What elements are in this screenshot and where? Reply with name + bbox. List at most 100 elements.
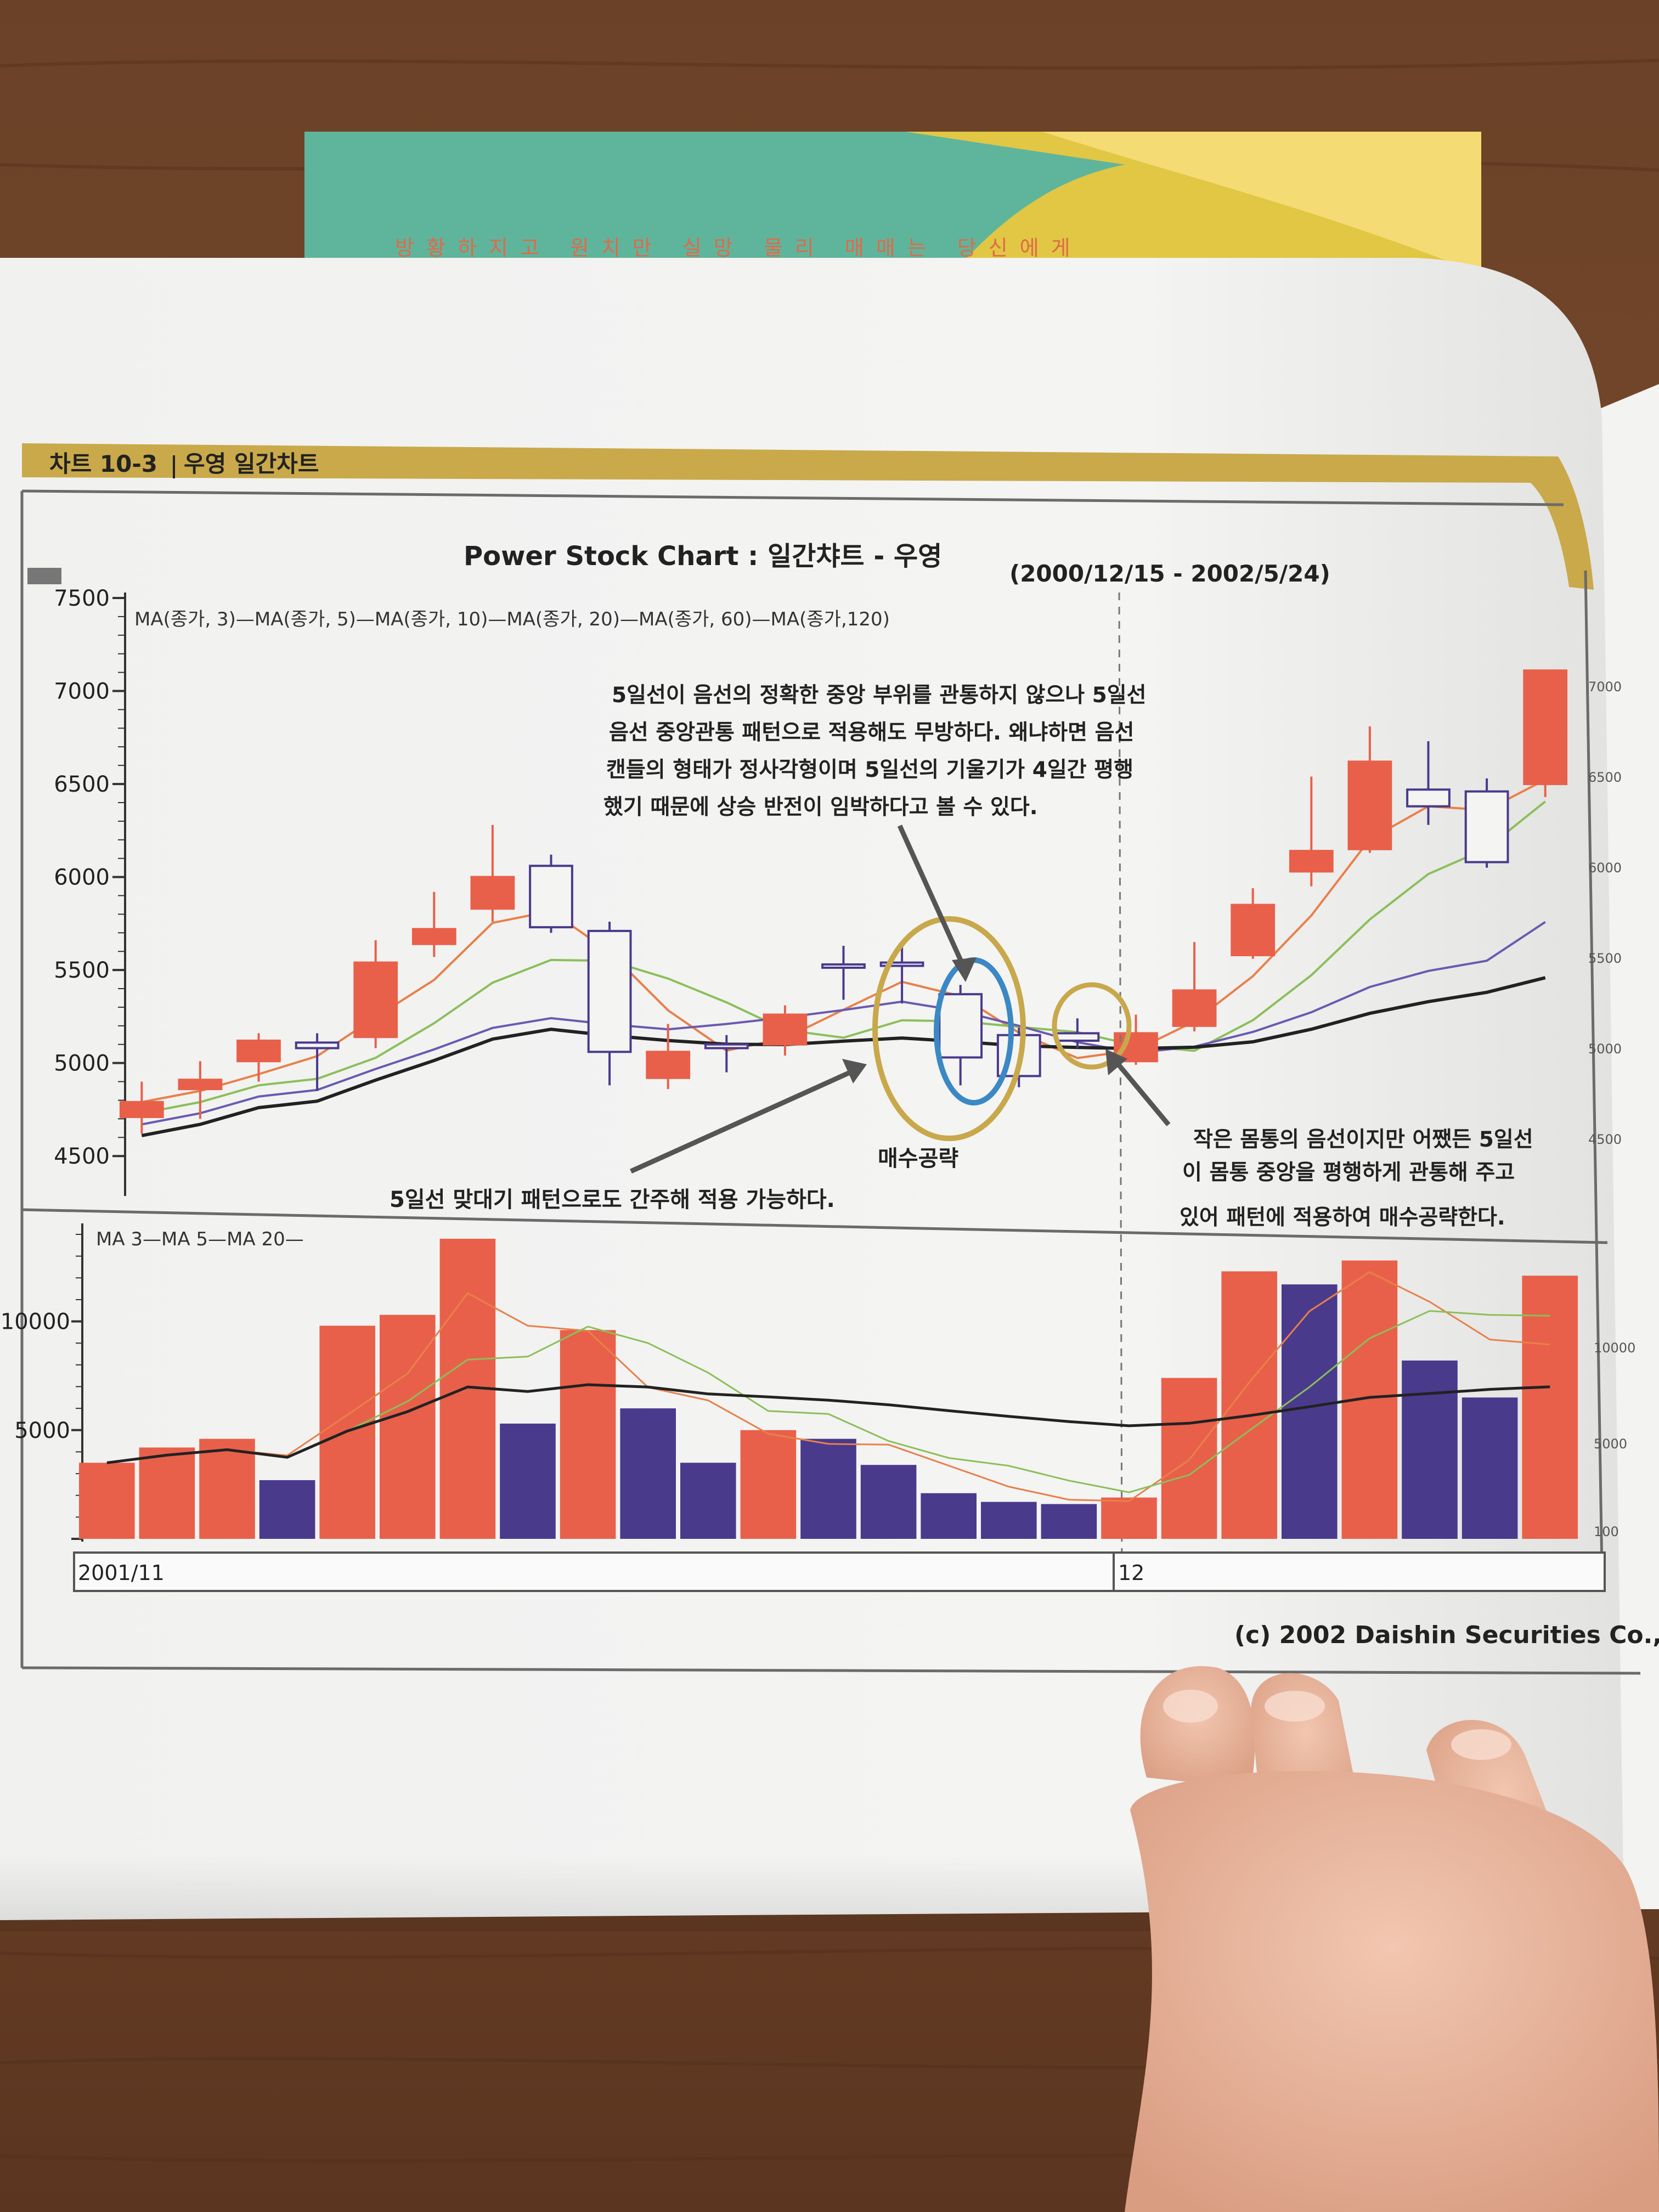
volume-bar [1282,1284,1338,1539]
candle-body [821,963,866,969]
annotation-bottom-right-line-1: 작은 몸통의 음선이지만 어쨌든 5일선 [1193,1127,1533,1152]
volume-bar [1161,1378,1217,1539]
candle-body [587,929,632,1053]
right-price-label: 5500 [1588,951,1622,966]
volume-bar [199,1438,255,1539]
volume-bar [259,1480,315,1539]
candle-body [938,993,983,1059]
right-price-label: 6000 [1588,860,1622,876]
volume-bar [680,1463,736,1539]
month-divider [1118,592,1123,1575]
price-axis: 7500 7000 6500 6000 5500 5000 4500 [54,586,126,1196]
volume-bar [1221,1271,1277,1539]
candle-body [236,1039,281,1063]
right-volume-label: 100 [1594,1524,1619,1539]
annotation-buy: 매수공략 [878,1146,958,1171]
candle-body [178,1079,223,1091]
candle-body [1347,760,1392,850]
ma-line-10 [141,921,1546,1126]
chart-date-range: (2000/12/15 - 2002/5/24) [1009,560,1330,587]
volume-bar [860,1465,917,1539]
annotation-bottom-right-line-3: 있어 패턴에 적용하여 매수공략한다. [1180,1205,1505,1230]
price-tick-label: 5500 [54,958,110,983]
candle-body [1055,1032,1100,1042]
candle-body [529,865,573,929]
right-price-label: 4500 [1588,1132,1622,1147]
figure-title: 우영 일간차트 [184,450,319,477]
volume-legend: MA 3—MA 5—MA 20— [96,1228,304,1250]
right-price-label: 6500 [1588,770,1622,785]
volume-bar [1462,1397,1518,1539]
volume-bar [740,1430,797,1539]
ma-line-5 [141,800,1546,1115]
chart-title: Power Stock Chart : 일간챠트 - 우영 [464,541,942,572]
figure-header: 차트 10-3 우영 일간차트 [22,443,1594,590]
volume-bar [800,1438,856,1539]
candle-body [1464,790,1509,864]
annotation-marks [630,825,1171,1174]
right-axis: 7000 6500 6000 5500 5000 4500 10000 5000 100 [1588,679,1635,1539]
volume-bar [1522,1276,1578,1539]
volume-ma-line-20 [106,1383,1550,1464]
candle-body [411,928,456,945]
volume-bar [921,1493,977,1539]
candle-body [119,1101,164,1118]
candle-body [353,961,398,1039]
volume-tick-label: 5000 [14,1418,70,1443]
volume-tick-label: 10000 [1,1310,70,1335]
volume-plot [79,1238,1578,1539]
buy-zone-ellipse [872,916,1026,1141]
volume-bar [560,1330,616,1539]
annotation-bottom-left: 5일선 맞대기 패턴으로도 간주해 적용 가능하다. [390,1187,835,1212]
volume-bar [1402,1360,1458,1539]
x-label-dec: 12 [1118,1561,1144,1585]
right-volume-label: 5000 [1594,1436,1627,1452]
candle-body [1289,850,1334,873]
candle-body [470,876,515,910]
right-price-label: 5000 [1588,1041,1622,1057]
hand [1125,1666,1659,2212]
price-tick-label: 6500 [54,772,110,797]
annotation-top: 5일선이 음선의 정확한 중앙 부위를 관통하지 않으나 5일선 음선 중앙관통… [603,683,1147,820]
price-tick-label: 7500 [54,586,110,611]
x-axis-bar: 2001/11 12 [73,1551,1606,1592]
x-label-start: 2001/11 [78,1561,165,1585]
price-tick-label: 6000 [54,865,110,890]
ma-legend: MA(종가, 3)—MA(종가, 5)—MA(종가, 10)—MA(종가, 20… [134,608,890,630]
price-plot [119,669,1568,1137]
candle-body [1172,989,1217,1027]
candle-body [1406,788,1451,808]
volume-bar [620,1408,676,1539]
ma-line-20 [141,976,1546,1137]
candle-body [295,1041,340,1049]
annotation-top-line-2: 음선 중앙관통 패턴으로 적용해도 무방하다. 왜냐하면 음선 [609,720,1134,745]
figure-label: 차트 10-3 [49,450,157,477]
candle-body [1231,904,1276,956]
annotation-top-line-4: 했기 때문에 상승 반전이 임박하다고 볼 수 있다. [603,795,1038,820]
volume-bar [79,1463,135,1539]
volume-bar [981,1502,1037,1539]
price-tick-label: 7000 [54,679,110,704]
volume-bar [1101,1497,1157,1539]
annotation-bottom-right: 작은 몸통의 음선이지만 어쨌든 5일선 이 몸통 중앙을 평행하게 관통해 주… [1180,1127,1533,1230]
grid-icon [27,568,61,584]
volume-bar [500,1423,556,1539]
annotation-top-line-1: 5일선이 음선의 정확한 중앙 부위를 관통하지 않으나 5일선 [612,683,1147,708]
price-tick-label: 5000 [54,1051,110,1076]
volume-ma-line-3 [106,1271,1550,1502]
volume-bar [380,1314,436,1539]
right-price-label: 7000 [1588,679,1622,695]
right-volume-label: 10000 [1594,1340,1635,1356]
annotation-top-line-3: 캔들의 형태가 정사각형이며 5일선의 기울기가 4일간 평행 [606,758,1133,782]
annotation-bottom-right-line-2: 이 몸통 중앙을 평행하게 관통해 주고 [1182,1160,1515,1185]
volume-bar [139,1447,195,1539]
book-tagline: 방황하지고 원치만 실망 물리 매매는 당신에게 [395,236,1082,260]
volume-bar [1041,1504,1097,1539]
chart-frame [20,489,1641,1675]
candle-body [704,1043,749,1049]
price-tick-label: 4500 [54,1144,110,1169]
candle-body [1523,669,1568,786]
candle-body [879,961,924,967]
candle-body [646,1051,691,1079]
